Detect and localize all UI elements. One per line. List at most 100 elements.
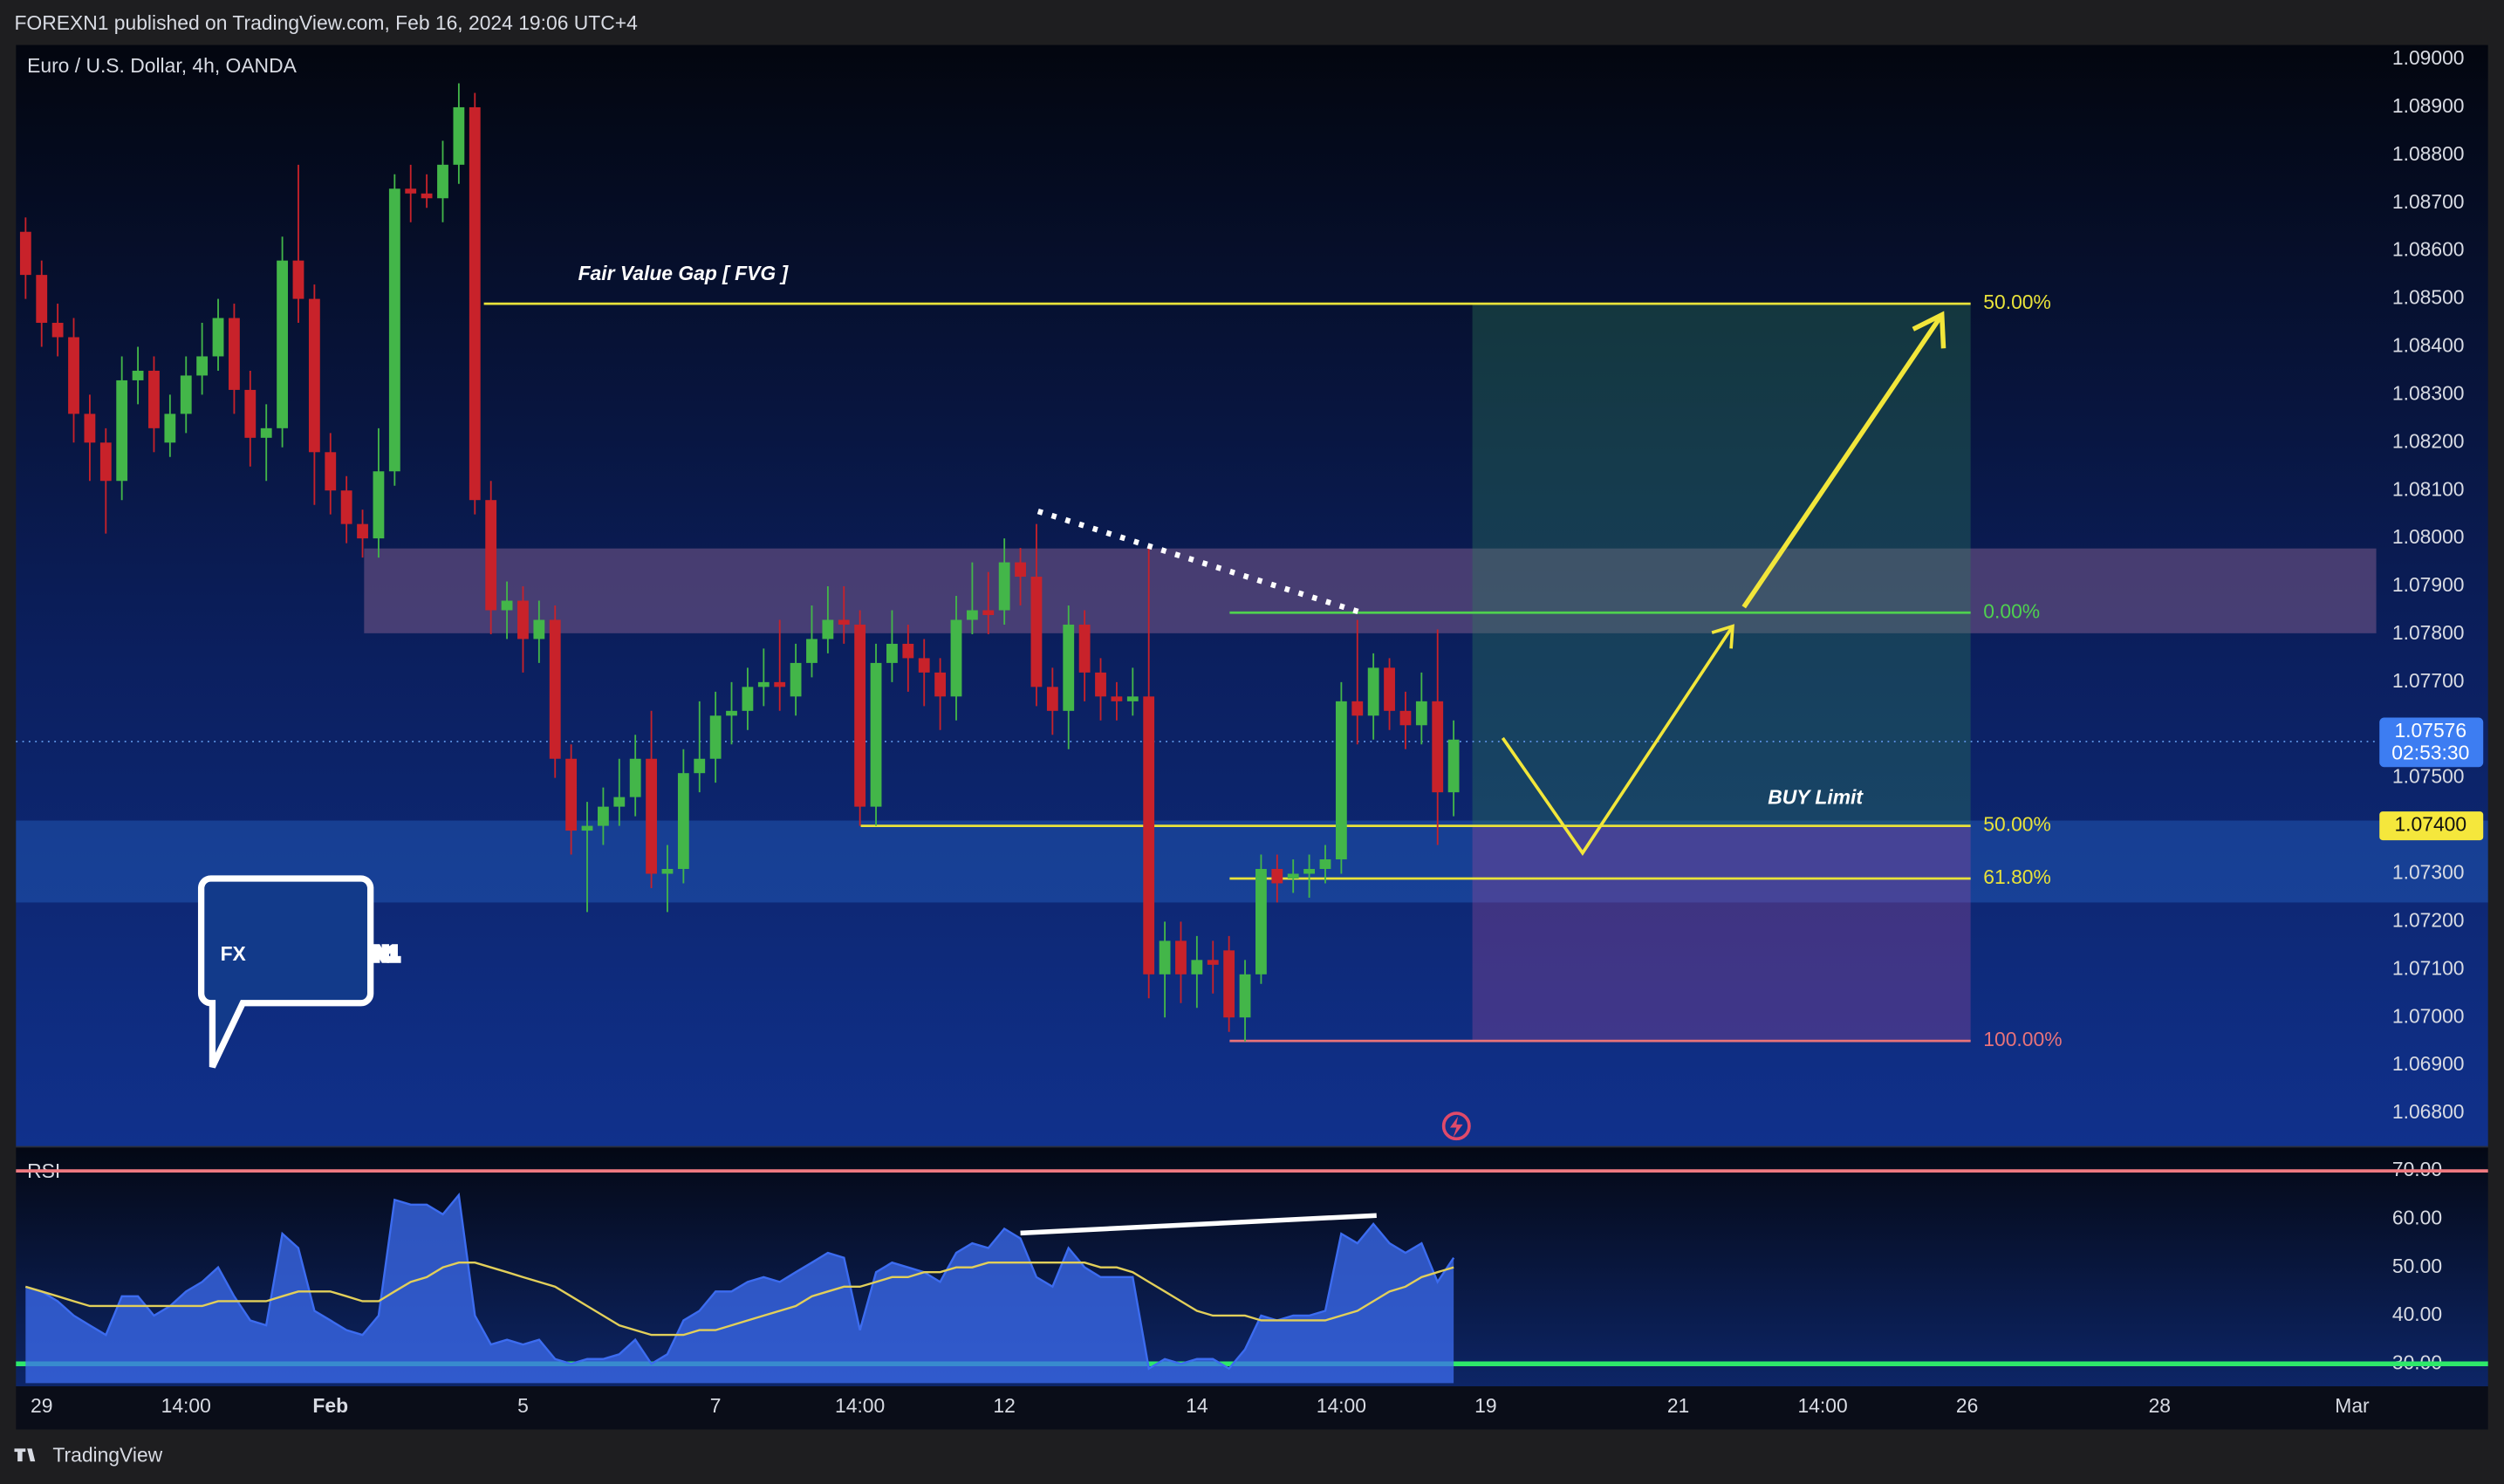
candle-body — [597, 806, 609, 826]
candle-body — [453, 106, 465, 165]
fib-label: 100.00% — [1983, 1028, 2062, 1050]
rsi-area — [25, 1194, 1454, 1384]
marks: 1.09000 1.08900 1.08800 1.08700 1.08600 1.085… — [16, 46, 2488, 1417]
rsi-tick-label: 40.00 — [2392, 1303, 2442, 1325]
candle-body — [212, 318, 224, 357]
publisher: FOREXN1 published on TradingView.com, Fe… — [14, 11, 638, 34]
y-tick-label: 1.06900 — [2392, 1052, 2465, 1075]
candle-body — [437, 164, 448, 199]
drawings: 50.00% 0.00% 50.00% 61.80% 100.00% — [16, 291, 2488, 1050]
candle-body — [533, 619, 545, 639]
candle-body — [229, 318, 240, 390]
candle-body — [1432, 701, 1444, 793]
countdown: 02:53:30 — [2391, 742, 2469, 764]
brand: TradingView — [52, 1444, 162, 1467]
y-tick-label: 1.07200 — [2392, 908, 2465, 931]
fib-label: 61.80% — [1983, 865, 2051, 888]
y-tick-label: 1.07800 — [2392, 621, 2465, 644]
candle-body — [1351, 701, 1364, 716]
rsi-tick-label: 50.00 — [2392, 1255, 2442, 1277]
x-tick-label: Feb — [312, 1394, 348, 1417]
candle-body — [421, 193, 433, 199]
candle-body — [292, 260, 304, 299]
candle-body — [1063, 624, 1075, 711]
x-tick-label: 29 — [31, 1394, 52, 1417]
rsi-divergence — [1020, 1213, 1377, 1236]
candle-body — [1159, 940, 1171, 975]
candle-body — [1303, 869, 1315, 874]
candle-body — [549, 619, 561, 759]
candle-body — [790, 662, 802, 697]
candle-body — [308, 298, 320, 453]
candle-body — [1111, 696, 1123, 701]
candle-body — [709, 715, 722, 759]
candle-body — [1287, 873, 1299, 879]
candle-body — [68, 337, 79, 414]
y-tick-label: 1.08000 — [2392, 525, 2465, 548]
logo-right: N1 — [373, 942, 400, 965]
candle-body — [1367, 667, 1379, 716]
path-arrow — [1501, 625, 1734, 856]
x-tick-label: 14:00 — [1797, 1394, 1847, 1417]
y-tick-label: 1.07500 — [2392, 765, 2465, 788]
candle-body — [99, 442, 112, 482]
candle-body — [581, 825, 593, 831]
candle-body — [742, 687, 754, 711]
rsi-tick-label: 70.00 — [2392, 1158, 2442, 1180]
x-tick-label: 14 — [1186, 1394, 1208, 1417]
candle-body — [36, 275, 48, 324]
buy-limit-text: BUY Limit — [1768, 786, 1864, 809]
candle-body — [19, 231, 31, 276]
candle-body — [405, 188, 417, 194]
candle-body — [260, 427, 272, 438]
x-tick-label: 21 — [1667, 1394, 1689, 1417]
x-tick-label: 14:00 — [835, 1394, 885, 1417]
x-tick-label: 28 — [2149, 1394, 2171, 1417]
candle-body — [950, 619, 962, 697]
y-tick-label: 1.08300 — [2392, 381, 2465, 404]
event-icon-bolt — [1449, 1116, 1463, 1138]
candle-body — [84, 414, 96, 443]
candle-body — [677, 773, 689, 870]
y-tick-label: 1.08900 — [2392, 94, 2465, 117]
candle-body — [1095, 672, 1106, 697]
buy-limit-tag — [2379, 811, 2484, 841]
candle-body — [1223, 950, 1235, 1018]
chart-title: Euro / U.S. Dollar, 4h, OANDA — [27, 54, 297, 77]
candle-body — [726, 710, 737, 716]
candle-body — [132, 370, 144, 380]
candle-body — [1126, 696, 1139, 701]
candle-body — [1030, 577, 1043, 687]
candle-body — [646, 758, 657, 874]
y-tick-label: 1.07100 — [2392, 956, 2465, 979]
logo: FX N1 — [197, 875, 402, 1069]
y-tick-label: 1.08400 — [2392, 334, 2465, 357]
logo-left: FX — [221, 942, 247, 965]
y-tick-label: 1.08100 — [2392, 477, 2465, 500]
fib-label: 50.00% — [1983, 813, 2051, 836]
candle-body — [774, 681, 786, 687]
candle-body — [886, 643, 898, 663]
arrow-head — [1711, 624, 1734, 649]
candle-body — [340, 490, 352, 524]
x-tick-label: 14:00 — [161, 1394, 211, 1417]
candle-body — [517, 600, 529, 639]
candle-body — [694, 758, 706, 774]
candle-body — [902, 643, 914, 659]
zone — [16, 820, 2488, 903]
y-tick-label: 1.07000 — [2392, 1004, 2465, 1027]
y-tick-label: 1.08200 — [2392, 429, 2465, 452]
candle-body — [1255, 869, 1267, 975]
candle-body — [870, 662, 882, 807]
x-tick-label: 26 — [1956, 1394, 1978, 1417]
fib-label: 0.00% — [1983, 599, 2040, 622]
event-icon — [1441, 1111, 1471, 1141]
x-tick-label: Mar — [2335, 1394, 2370, 1417]
y-tick-label: 1.08600 — [2392, 238, 2465, 261]
candle-body — [1415, 701, 1427, 726]
candle-body — [388, 188, 400, 472]
last-price-label: 1.07576 — [2394, 719, 2466, 742]
y-tick-label: 1.09000 — [2392, 46, 2465, 69]
